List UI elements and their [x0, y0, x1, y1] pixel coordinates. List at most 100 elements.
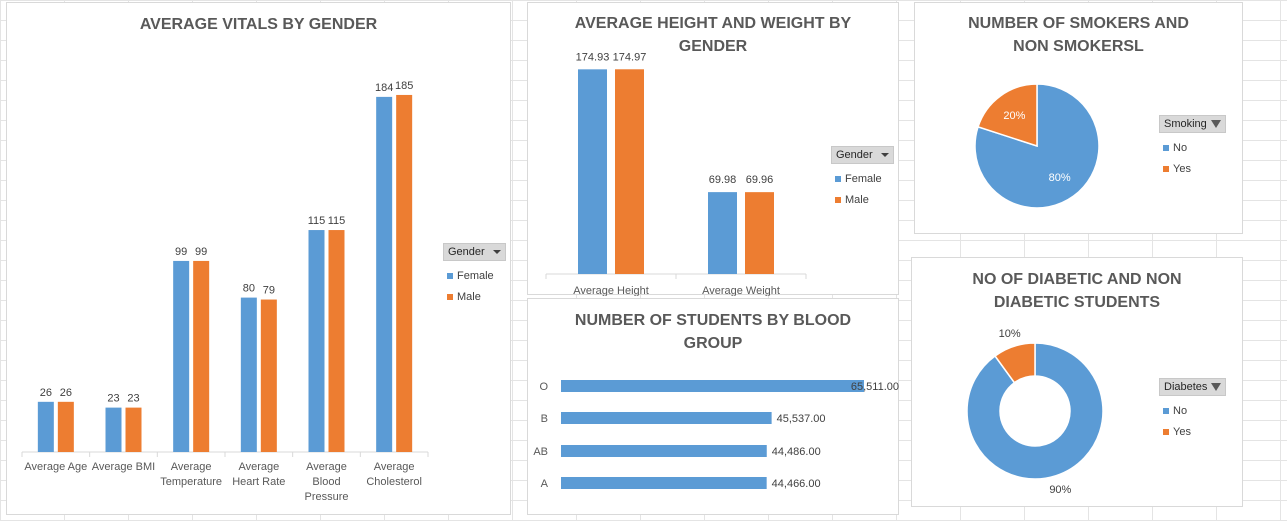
smokers-legend-label-no: No — [1173, 142, 1188, 154]
category-label: Cholesterol — [366, 476, 422, 488]
bar-female — [173, 260, 190, 452]
vitals-legend-filter[interactable]: Gender — [443, 243, 506, 261]
diabetes-legend-filter[interactable]: Diabetes — [1159, 378, 1227, 396]
data-label: 65,511.00 — [851, 381, 899, 393]
slice-no — [966, 342, 1104, 480]
diabetes-legend-title: Diabetes — [1164, 381, 1208, 393]
data-label: 45,537.00 — [777, 413, 826, 425]
height-weight-legend-title: Gender — [836, 149, 873, 161]
data-label: 99 — [195, 246, 207, 258]
vitals-legend-item-male: Male — [443, 291, 506, 303]
blood-group-title-line-2: GROUP — [683, 335, 743, 352]
bar-male — [193, 260, 210, 452]
vitals-legend-label-female: Female — [457, 270, 494, 282]
diabetes-chart-panel[interactable]: NO OF DIABETIC AND NON DIABETIC STUDENTS… — [911, 257, 1243, 507]
height-weight-legend-filter[interactable]: Gender — [831, 146, 894, 164]
diabetes-legend: Diabetes No Yes — [1159, 378, 1227, 438]
category-label: Average BMI — [92, 461, 155, 473]
diabetes-legend-label-no: No — [1173, 405, 1188, 417]
data-label: 174.97 — [613, 51, 647, 63]
data-label: 90% — [1049, 484, 1071, 496]
category-label: Blood — [312, 476, 340, 488]
bar-female — [105, 407, 122, 452]
data-label: 69.96 — [746, 174, 774, 186]
vitals-legend-title: Gender — [448, 246, 485, 258]
female-swatch — [447, 273, 453, 279]
dropdown-arrow-icon — [492, 250, 501, 254]
category-label: B — [541, 413, 548, 425]
blood-group-chart-panel[interactable]: NUMBER OF STUDENTS BY BLOOD GROUP O 65,51… — [527, 298, 899, 515]
vitals-chart: 26 26 Average Age 23 23 Average BMI 99 99 Averag… — [21, 80, 429, 503]
height-weight-legend: Gender Female Male — [831, 146, 894, 206]
bar-male — [745, 192, 774, 274]
bar-female — [240, 297, 257, 452]
data-label: 99 — [175, 246, 187, 258]
bar-male — [328, 230, 345, 452]
smokers-title-line-2: NON SMOKERSL — [1013, 38, 1144, 55]
diabetes-title-line-1: NO OF DIABETIC AND NON — [972, 271, 1182, 288]
data-label: 80 — [243, 283, 255, 295]
vitals-legend: Gender Female Male — [443, 243, 506, 303]
data-label: 44,486.00 — [772, 446, 821, 458]
dropdown-arrow-icon — [880, 153, 889, 157]
smokers-chart-title: NUMBER OF SMOKERS AND NON SMOKERSL — [915, 12, 1242, 58]
category-label: O — [539, 381, 548, 393]
bar-female — [708, 192, 737, 274]
category-label: Average — [306, 461, 347, 473]
blood-group-chart: O 65,511.00 B 45,537.00 AB 44,486.00 A 44,466.0… — [533, 380, 899, 490]
category-label: Average Weight — [702, 285, 780, 296]
data-label: 26 — [40, 387, 52, 399]
data-label: 20% — [1003, 110, 1025, 122]
vitals-chart-panel[interactable]: AVERAGE VITALS BY GENDER 26 26 Average Age… — [6, 2, 511, 515]
category-label: Temperature — [160, 476, 222, 488]
no-swatch — [1163, 408, 1169, 414]
height-weight-chart: 174.93 174.97 Average Height 69.98 69.96 Aver… — [545, 51, 807, 296]
smokers-title-line-1: NUMBER OF SMOKERS AND — [968, 15, 1189, 32]
data-label: 23 — [107, 393, 119, 405]
vitals-legend-label-male: Male — [457, 291, 481, 303]
data-label: 185 — [395, 80, 413, 92]
category-label: Average Height — [573, 285, 649, 296]
smokers-legend: Smoking No Yes — [1159, 115, 1226, 175]
category-label: Pressure — [304, 491, 348, 503]
height-weight-title-line-2: GENDER — [678, 38, 748, 55]
slice-yes — [993, 342, 1036, 384]
category-label: Average — [374, 461, 415, 473]
bar-male — [125, 407, 142, 452]
smokers-chart-panel[interactable]: NUMBER OF SMOKERS AND NON SMOKERSL 80% 20… — [914, 2, 1243, 234]
category-label: A — [541, 478, 549, 490]
bar-male — [615, 69, 644, 275]
smokers-legend-item-no: No — [1159, 142, 1226, 154]
diabetes-legend-item-no: No — [1159, 405, 1226, 417]
bar-male — [396, 94, 413, 452]
height-weight-legend-item-male: Male — [831, 194, 894, 206]
bar-female — [376, 96, 393, 452]
diabetes-legend-label-yes: Yes — [1173, 426, 1191, 438]
data-label: 10% — [999, 328, 1021, 340]
data-label: 80% — [1049, 172, 1071, 184]
smokers-chart: 80% 20% — [974, 83, 1100, 209]
bar-female — [37, 401, 54, 452]
data-label: 115 — [328, 215, 346, 227]
data-label: 79 — [263, 285, 275, 297]
height-weight-legend-label-male: Male — [845, 194, 869, 206]
data-label: 23 — [127, 393, 139, 405]
vitals-legend-item-female: Female — [443, 270, 506, 282]
data-label: 26 — [60, 387, 72, 399]
diabetes-chart: 90% 10% — [966, 328, 1104, 496]
diabetes-title-line-2: DIABETIC STUDENTS — [993, 294, 1161, 311]
data-label: 174.93 — [576, 51, 610, 63]
female-swatch — [835, 176, 841, 182]
bar-blood-group — [561, 380, 864, 392]
yes-swatch — [1163, 429, 1169, 435]
filter-funnel-icon — [1210, 120, 1221, 128]
no-swatch — [1163, 145, 1169, 151]
male-swatch — [835, 197, 841, 203]
height-weight-chart-panel[interactable]: AVERAGE HEIGHT AND WEIGHT BY GENDER 174.… — [527, 2, 899, 296]
smokers-legend-title: Smoking — [1164, 118, 1207, 130]
height-weight-chart-title: AVERAGE HEIGHT AND WEIGHT BY GENDER — [528, 12, 898, 58]
blood-group-chart-title: NUMBER OF STUDENTS BY BLOOD GROUP — [528, 309, 898, 355]
smokers-legend-filter[interactable]: Smoking — [1159, 115, 1226, 133]
height-weight-legend-label-female: Female — [845, 173, 882, 185]
slice-yes — [977, 83, 1038, 148]
